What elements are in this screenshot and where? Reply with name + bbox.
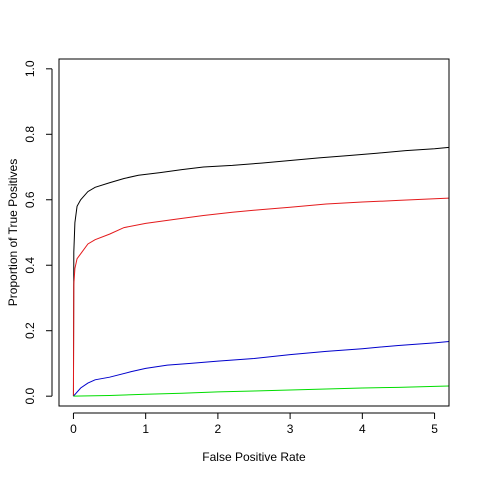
x-tick-label: 2 — [215, 422, 222, 436]
y-tick-label: 0.4 — [23, 257, 37, 274]
series-line-green — [73, 385, 450, 397]
series-layer — [72, 146, 450, 397]
x-tick-label: 4 — [359, 422, 366, 436]
x-tick-label: 5 — [431, 422, 438, 436]
plot-frame — [58, 58, 450, 407]
y-tick-label: 1.0 — [23, 60, 37, 77]
x-tick-label: 1 — [142, 422, 149, 436]
x-axis: 0 1 2 3 4 5 — [70, 412, 438, 436]
series-line-black — [72, 146, 450, 397]
y-tick-label: 0.8 — [23, 126, 37, 143]
x-tick-label: 3 — [287, 422, 294, 436]
y-axis: 0.0 0.2 0.4 0.6 0.8 1.0 — [23, 60, 53, 405]
y-tick-label: 0.2 — [23, 322, 37, 339]
series-line-blue — [73, 341, 450, 397]
series-line-red — [72, 197, 450, 397]
y-tick-label: 0.0 — [23, 388, 37, 405]
x-axis-title: False Positive Rate — [202, 450, 306, 464]
y-tick-label: 0.6 — [23, 191, 37, 208]
y-axis-title: Proportion of True Positives — [6, 159, 20, 306]
x-tick-label: 0 — [70, 422, 77, 436]
